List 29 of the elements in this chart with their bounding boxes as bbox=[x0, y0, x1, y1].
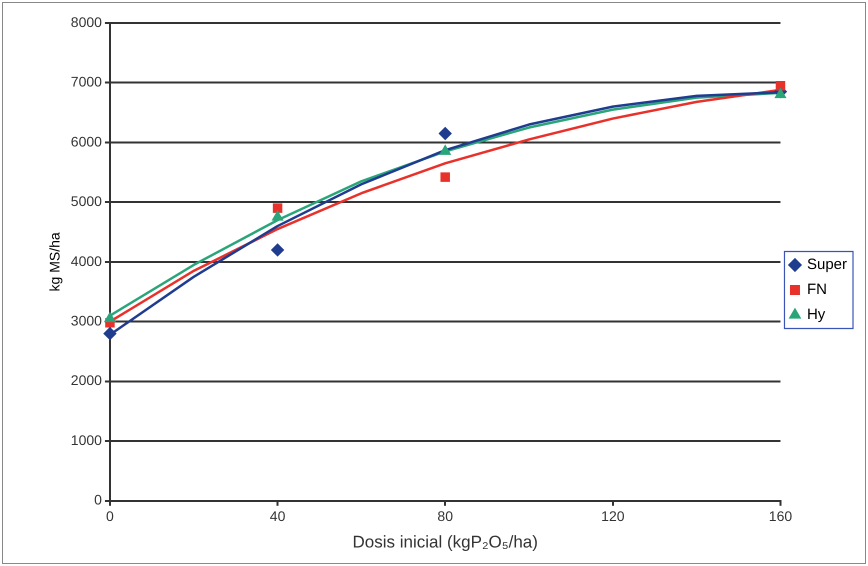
point bbox=[272, 203, 282, 213]
y-tick-label: 1000 bbox=[70, 432, 102, 448]
y-axis-title: kg MS/ha bbox=[46, 232, 62, 292]
y-tick-label: 8000 bbox=[70, 14, 102, 30]
x-tick-label: 40 bbox=[270, 508, 286, 524]
point bbox=[438, 126, 452, 140]
x-axis-title: Dosis inicial (kgP₂O₅/ha) bbox=[352, 532, 538, 552]
y-tick-label: 7000 bbox=[70, 74, 102, 90]
point bbox=[103, 327, 116, 340]
y-tick-label: 4000 bbox=[70, 252, 102, 269]
x-tick-label: 0 bbox=[106, 508, 114, 524]
point bbox=[776, 80, 786, 90]
legend-label: Super bbox=[806, 256, 848, 274]
y-tick-label: 0 bbox=[94, 492, 102, 508]
point bbox=[272, 210, 284, 221]
point bbox=[104, 312, 116, 322]
y-tick-label: 3000 bbox=[70, 312, 102, 328]
y-tick-label: 5000 bbox=[70, 193, 102, 210]
x-tick-label: 120 bbox=[601, 508, 625, 524]
point bbox=[440, 172, 450, 182]
point bbox=[774, 88, 786, 98]
point bbox=[440, 144, 451, 155]
legend-label: Hy bbox=[806, 306, 826, 324]
legend-label: FN bbox=[806, 281, 827, 298]
x-tick-label: 160 bbox=[768, 508, 792, 524]
point bbox=[271, 243, 284, 256]
y-tick-label: 2000 bbox=[70, 372, 102, 388]
y-tick-label: 6000 bbox=[70, 133, 102, 150]
x-tick-label: 80 bbox=[437, 508, 454, 524]
